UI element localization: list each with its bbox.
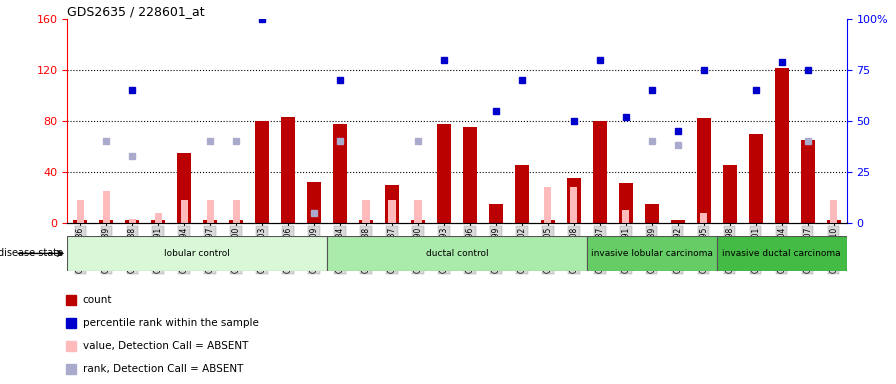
Text: percentile rank within the sample: percentile rank within the sample (82, 318, 259, 328)
Bar (831, 200, 837, 223)
Bar (233, 200, 239, 223)
Bar (73, 220, 87, 223)
Bar (723, 166, 737, 223)
Bar (415, 200, 421, 223)
Bar (307, 182, 321, 223)
Bar (717, 236, 847, 271)
Bar (623, 210, 629, 223)
Text: GDS2635 / 228601_at: GDS2635 / 228601_at (67, 5, 205, 18)
Bar (645, 204, 659, 223)
Text: lobular control: lobular control (164, 249, 230, 258)
Bar (125, 220, 139, 223)
Bar (593, 121, 607, 223)
Bar (255, 121, 269, 223)
Bar (697, 118, 711, 223)
Bar (129, 219, 135, 223)
Bar (67, 236, 327, 271)
Text: ductal control: ductal control (426, 249, 488, 258)
Bar (177, 153, 191, 223)
Text: count: count (82, 295, 112, 305)
Bar (587, 236, 717, 271)
Bar (619, 183, 633, 223)
Bar (463, 127, 477, 223)
Bar (749, 134, 762, 223)
Text: disease state: disease state (0, 248, 63, 258)
Text: invasive lobular carcinoma: invasive lobular carcinoma (590, 249, 713, 258)
Bar (207, 200, 213, 223)
Bar (827, 220, 840, 223)
Bar (437, 124, 451, 223)
Text: value, Detection Call = ABSENT: value, Detection Call = ABSENT (82, 341, 248, 351)
Bar (567, 178, 581, 223)
Bar (103, 191, 109, 223)
Bar (327, 236, 587, 271)
Bar (545, 187, 551, 223)
Bar (333, 124, 347, 223)
Bar (77, 200, 83, 223)
Bar (359, 220, 373, 223)
Bar (229, 220, 243, 223)
Bar (515, 166, 529, 223)
Bar (203, 220, 217, 223)
Bar (389, 200, 395, 223)
Bar (385, 185, 399, 223)
Bar (489, 204, 503, 223)
Bar (671, 220, 685, 223)
Text: invasive ductal carcinoma: invasive ductal carcinoma (722, 249, 841, 258)
Text: rank, Detection Call = ABSENT: rank, Detection Call = ABSENT (82, 364, 243, 374)
Bar (281, 117, 295, 223)
Bar (701, 213, 707, 223)
Bar (775, 68, 788, 223)
Bar (99, 220, 113, 223)
Bar (411, 220, 425, 223)
Bar (155, 213, 161, 223)
Bar (541, 220, 555, 223)
Bar (151, 220, 165, 223)
Bar (801, 140, 814, 223)
Bar (181, 200, 187, 223)
Bar (363, 200, 369, 223)
Bar (571, 187, 577, 223)
